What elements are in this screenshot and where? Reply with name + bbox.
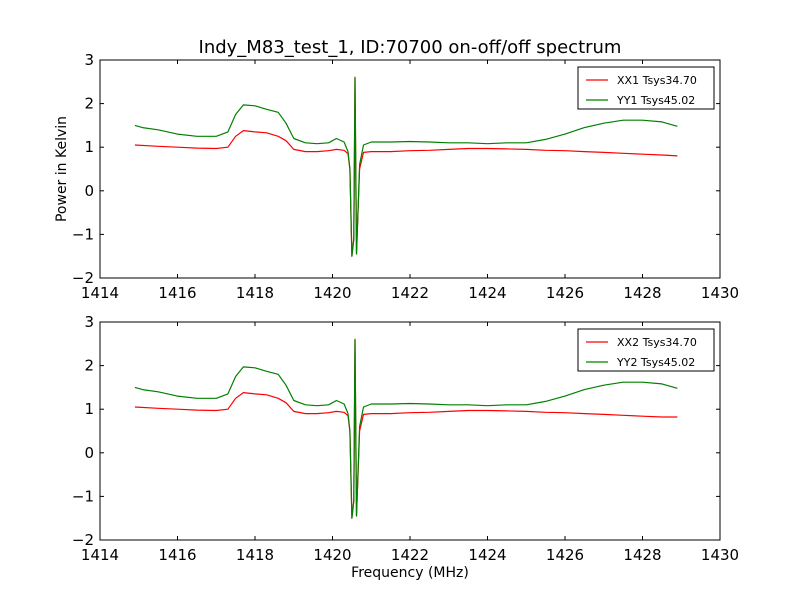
bottom-x-tick-label: 1424: [468, 546, 506, 564]
top-y-tick-label: −2: [72, 269, 94, 287]
bottom-y-tick-label: −2: [72, 531, 94, 549]
top-x-tick-label: 1422: [391, 284, 429, 302]
top-y-tick-label: 3: [84, 51, 94, 69]
top-legend-label: XX1 Tsys34.70: [617, 74, 697, 87]
bottom-x-tick-label: 1420: [313, 546, 351, 564]
bottom-x-tick-label: 1428: [623, 546, 661, 564]
top-x-tick-label: 1414: [81, 284, 119, 302]
top-x-tick-label: 1418: [236, 284, 274, 302]
bottom-legend-label: YY2 Tsys45.02: [616, 356, 695, 369]
top-y-tick-label: −1: [72, 225, 94, 243]
top-x-tick-label: 1424: [468, 284, 506, 302]
bottom-y-tick-label: −1: [72, 487, 94, 505]
top-series-yy-line: [134, 76, 678, 257]
bottom-x-tick-label: 1416: [158, 546, 196, 564]
top-y-tick-label: 0: [84, 182, 94, 200]
top-legend-box: [577, 66, 715, 110]
bottom-y-tick-label: 2: [84, 357, 94, 375]
top-y-tick-label: 2: [84, 95, 94, 113]
top-legend-label: YY1 Tsys45.02: [616, 94, 695, 107]
top-panel: 1414 1416 1418 1420 1422 1424 1426 1428 1430 −2 −1…: [72, 51, 739, 302]
x-axis-label: Frequency (MHz): [351, 565, 469, 581]
bottom-x-tick-label: 1414: [81, 546, 119, 564]
figure-title: Indy_M83_test_1, ID:70700 on-off/off spe…: [199, 37, 622, 58]
bottom-panel: 1414 1416 1418 1420 1422 1424 1426 1428 1430 −2 −1…: [72, 313, 739, 564]
top-x-tick-label: 1416: [158, 284, 196, 302]
bottom-series-yy-line: [134, 338, 678, 519]
top-x-tick-label: 1426: [546, 284, 584, 302]
top-x-tick-label: 1428: [623, 284, 661, 302]
y-axis-label: Power in Kelvin: [54, 116, 70, 222]
bottom-legend-box: [577, 328, 715, 372]
top-x-tick-label: 1430: [701, 284, 739, 302]
bottom-legend-label: XX2 Tsys34.70: [617, 336, 697, 349]
top-x-tick-label: 1420: [313, 284, 351, 302]
bottom-x-tick-label: 1430: [701, 546, 739, 564]
top-y-tick-label: 1: [84, 138, 94, 156]
bottom-y-tick-label: 0: [84, 444, 94, 462]
bottom-x-tick-label: 1418: [236, 546, 274, 564]
bottom-y-tick-label: 1: [84, 400, 94, 418]
bottom-x-tick-label: 1426: [546, 546, 584, 564]
bottom-x-tick-label: 1422: [391, 546, 429, 564]
bottom-y-tick-label: 3: [84, 313, 94, 331]
